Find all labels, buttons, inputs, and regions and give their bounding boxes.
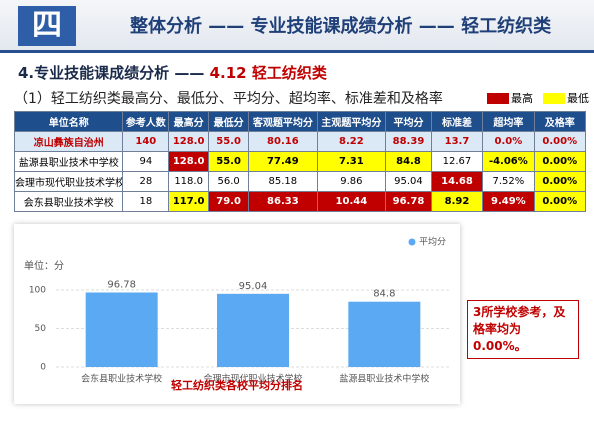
- table-cell: 77.49: [248, 151, 318, 172]
- legend-marker: [408, 238, 416, 246]
- table-cell: 0.00%: [533, 191, 587, 212]
- table-cell: 盐源县职业技术中学校: [13, 151, 124, 172]
- table-cell: -4.06%: [482, 151, 535, 172]
- column-header: 单位名称: [13, 111, 124, 132]
- table-cell: 12.67: [430, 151, 484, 172]
- table-cell: 0.0%: [482, 131, 535, 152]
- table-cell: 会理市现代职业技术学校: [13, 171, 124, 192]
- score-table: 单位名称 参考人数 最高分 最低分 客观题平均分 主观题平均分 平均分 标准差 超均率 及格率 凉山…: [13, 111, 587, 212]
- callout: 3所学校参考，及格率均为0.00%。: [467, 300, 579, 359]
- value-label: 96.78: [107, 279, 136, 290]
- column-header: 最低分: [208, 111, 250, 132]
- table-cell: 56.0: [208, 171, 250, 192]
- table-cell: 85.18: [248, 171, 318, 192]
- table-cell: 95.04: [385, 171, 432, 192]
- chart-title: 轻工纺织类各校平均分排名: [171, 378, 303, 392]
- table-cell: 7.52%: [482, 171, 535, 192]
- table-cell: 128.0: [168, 151, 210, 172]
- table-cell: 84.8: [385, 151, 432, 172]
- column-header: 客观题平均分: [248, 111, 318, 132]
- table-cell: 118.0: [168, 171, 210, 192]
- legend-text: 最低: [567, 92, 589, 105]
- table-cell: 凉山彝族自治州: [13, 131, 124, 152]
- table-cell: 会东县职业技术学校: [13, 191, 124, 212]
- chart-card: 单位：分 平均分 0 50 100 会东县职业技术学校 96.78 会理市现代职业技术学校 95…: [14, 224, 460, 404]
- table-cell: 0.00%: [533, 151, 587, 172]
- y-tick-label: 0: [40, 363, 46, 373]
- bar: [348, 301, 421, 367]
- bar: [85, 292, 158, 367]
- column-header: 平均分: [385, 111, 432, 132]
- legend-high: 最高: [487, 90, 533, 106]
- subtitle: （1）轻工纺织类最高分、最低分、平均分、超均率、标准差和及格率: [14, 91, 443, 107]
- badge: 四: [18, 6, 76, 46]
- table-cell: 8.92: [430, 191, 484, 212]
- y-tick-label: 50: [35, 324, 47, 334]
- table-cell: 0.00%: [533, 171, 587, 192]
- legend-text: 最高: [511, 92, 533, 105]
- x-tick-label: 会东县职业技术学校: [81, 373, 162, 385]
- section-highlight: 4.12 轻工纺织类: [209, 64, 327, 82]
- table-cell: 13.7: [430, 131, 484, 152]
- table-row: 凉山彝族自治州 140 128.0 55.0 80.16 8.22 88.39 13.7 0.0…: [13, 131, 587, 152]
- column-header: 标准差: [430, 111, 484, 132]
- table-cell: 18: [122, 191, 170, 212]
- column-header: 主观题平均分: [316, 111, 387, 132]
- table-cell: 9.86: [316, 171, 387, 192]
- table-cell: 96.78: [385, 191, 432, 212]
- table-cell: 128.0: [168, 131, 210, 152]
- column-header: 最高分: [168, 111, 210, 132]
- chart: 单位：分 平均分 0 50 100 会东县职业技术学校 96.78 会理市现代职业技术学校 95…: [24, 236, 450, 392]
- table-cell: 7.31: [316, 151, 387, 172]
- column-header: 及格率: [533, 111, 587, 132]
- header-title: 整体分析 —— 专业技能课成绩分析 —— 轻工纺织类: [130, 16, 552, 37]
- value-label: 84.8: [373, 289, 395, 300]
- y-tick-label: 100: [29, 286, 46, 296]
- column-header: 超均率: [482, 111, 535, 132]
- table-cell: 55.0: [208, 151, 250, 172]
- table-cell: 80.16: [248, 131, 318, 152]
- table-cell: 10.44: [316, 191, 387, 212]
- x-tick-label: 盐源县职业技术中学校: [339, 373, 429, 385]
- table-cell: 14.68: [430, 171, 484, 192]
- y-axis-label: 单位：分: [24, 259, 64, 272]
- bar: [217, 293, 289, 367]
- table-cell: 55.0: [208, 131, 250, 152]
- table-cell: 8.22: [316, 131, 387, 152]
- table-cell: 28: [122, 171, 170, 192]
- column-header: 参考人数: [122, 111, 170, 132]
- x-tick-label: 会理市现代职业技术学校: [203, 373, 302, 385]
- header: 四 整体分析 —— 专业技能课成绩分析 —— 轻工纺织类: [0, 0, 594, 53]
- section-heading: 4.专业技能课成绩分析 —— 4.12 轻工纺织类: [18, 62, 327, 83]
- table-cell: 88.39: [385, 131, 432, 152]
- table-row: 会理市现代职业技术学校 28 118.0 56.0 85.18 9.86 95.04 14.6…: [13, 171, 587, 192]
- table-row: 会东县职业技术学校 18 117.0 79.0 86.33 10.44 96.78 8.92 9…: [13, 191, 587, 212]
- table-cell: 117.0: [168, 191, 210, 212]
- table-cell: 94: [122, 151, 170, 172]
- legend-low: 最低: [543, 90, 589, 106]
- table-cell: 86.33: [248, 191, 318, 212]
- legend-label: 平均分: [419, 236, 446, 248]
- table-cell: 140: [122, 131, 170, 152]
- table-row: 盐源县职业技术中学校 94 128.0 55.0 77.49 7.31 84.8 12.67-…: [13, 151, 587, 172]
- section-prefix: 4.专业技能课成绩分析 ——: [18, 64, 210, 82]
- table-cell: 79.0: [208, 191, 250, 212]
- value-label: 95.04: [239, 281, 268, 292]
- table-cell: 0.00%: [533, 131, 587, 152]
- table-cell: 9.49%: [482, 191, 535, 212]
- header-row: 单位名称 参考人数 最高分 最低分 客观题平均分 主观题平均分 平均分 标准差 超均率 及格率: [13, 111, 587, 132]
